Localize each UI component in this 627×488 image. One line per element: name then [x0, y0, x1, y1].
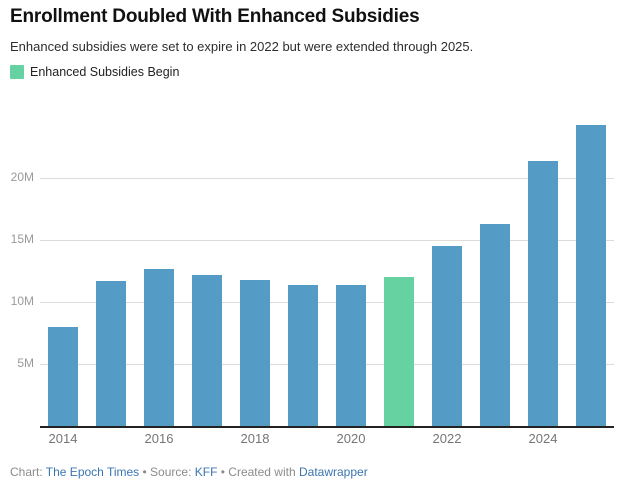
- legend-swatch-icon: [10, 65, 24, 79]
- chart-subtitle: Enhanced subsidies were set to expire in…: [10, 39, 474, 54]
- attribution-footer: Chart: The Epoch Times • Source: KFF • C…: [10, 465, 368, 479]
- gridline-5M: [40, 364, 614, 365]
- y-axis-tick-label-10M: 10M: [10, 294, 34, 308]
- bar-2020: [336, 284, 366, 426]
- x-axis-tick-label-2016: 2016: [144, 431, 174, 446]
- x-axis-tick-label-2022: 2022: [432, 431, 462, 446]
- footer-chart-credit-link[interactable]: The Epoch Times: [45, 465, 140, 479]
- y-axis-tick-label-20M: 20M: [10, 170, 34, 184]
- gridline-20M: [40, 178, 614, 179]
- x-axis-tick-label-2014: 2014: [48, 431, 78, 446]
- bar-2023: [480, 223, 510, 426]
- x-axis-line: [40, 426, 614, 428]
- footer-source-link[interactable]: KFF: [194, 465, 218, 479]
- x-axis-tick-label-2020: 2020: [336, 431, 366, 446]
- gridline-15M: [40, 240, 614, 241]
- legend: Enhanced Subsidies Begin: [10, 65, 179, 79]
- footer-chart-label: Chart:: [10, 465, 46, 479]
- bar-2015: [96, 280, 126, 426]
- gridline-10M: [40, 302, 614, 303]
- y-axis-tick-label-5M: 5M: [17, 356, 34, 370]
- bar-2018: [240, 279, 270, 426]
- footer-tool-link[interactable]: Datawrapper: [298, 465, 368, 479]
- legend-label: Enhanced Subsidies Begin: [30, 65, 180, 79]
- bar-2019: [288, 284, 318, 426]
- footer-separator-2: • Created with: [217, 465, 299, 479]
- bar-2016: [144, 268, 174, 426]
- bar-2025: [576, 124, 606, 426]
- bar-2017: [192, 274, 222, 426]
- y-axis-tick-label-15M: 15M: [10, 232, 34, 246]
- x-axis-tick-label-2024: 2024: [528, 431, 558, 446]
- x-axis-tick-label-2018: 2018: [240, 431, 270, 446]
- chart-title: Enrollment Doubled With Enhanced Subsidi…: [10, 6, 420, 27]
- footer-separator-1: • Source:: [139, 465, 195, 479]
- bar-2021: [384, 277, 414, 426]
- bar-2014: [48, 326, 78, 426]
- bar-2022: [432, 246, 462, 426]
- bar-2024: [528, 160, 558, 426]
